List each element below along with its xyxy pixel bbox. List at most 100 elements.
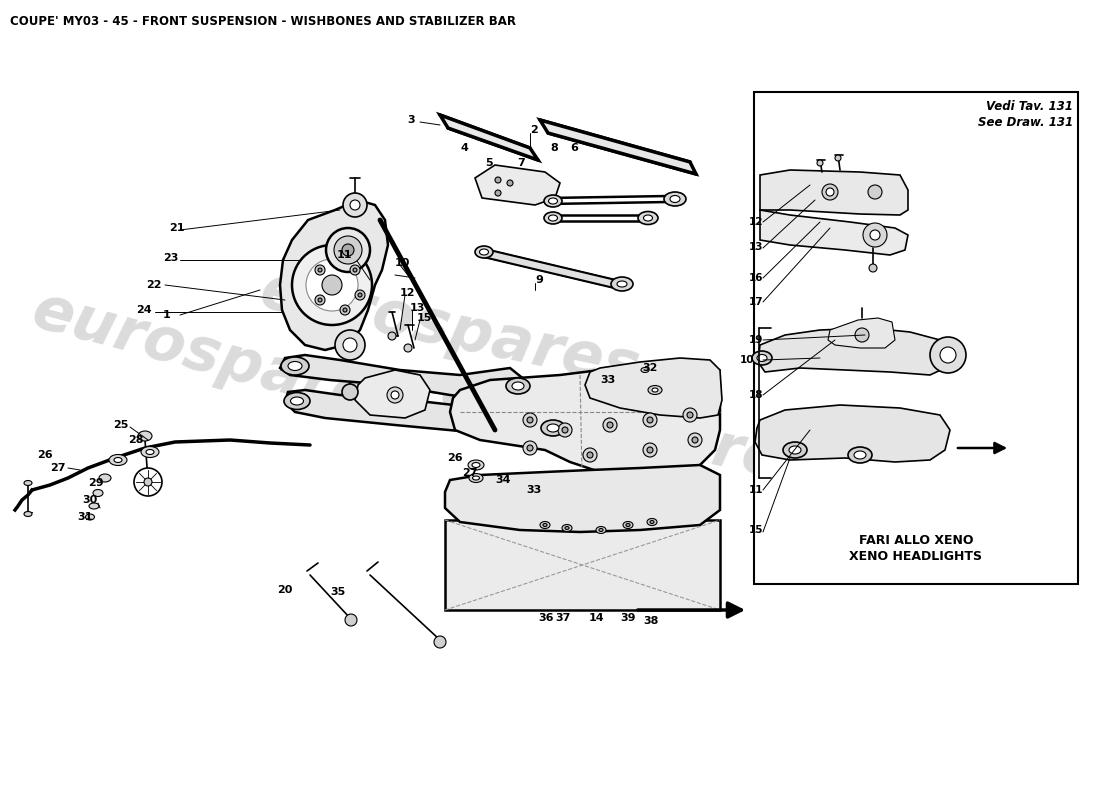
Circle shape (583, 448, 597, 462)
Text: 14: 14 (588, 613, 604, 623)
Bar (754, 92, 1078, 584)
Ellipse shape (783, 442, 807, 458)
Circle shape (334, 236, 362, 264)
Text: 6: 6 (570, 143, 578, 153)
Polygon shape (755, 405, 950, 462)
Polygon shape (285, 390, 560, 440)
Circle shape (340, 305, 350, 315)
Text: See Draw. 131: See Draw. 131 (978, 116, 1072, 129)
Text: 13: 13 (410, 303, 426, 313)
Circle shape (644, 443, 657, 457)
Ellipse shape (854, 451, 866, 459)
Circle shape (603, 418, 617, 432)
Circle shape (688, 412, 693, 418)
Circle shape (345, 614, 358, 626)
Ellipse shape (664, 192, 686, 206)
Circle shape (343, 308, 346, 312)
Ellipse shape (109, 454, 126, 466)
Circle shape (562, 427, 568, 433)
Circle shape (688, 433, 702, 447)
Text: 21: 21 (169, 223, 185, 233)
Text: 18: 18 (748, 390, 763, 400)
Circle shape (342, 384, 358, 400)
Circle shape (318, 298, 322, 302)
Ellipse shape (284, 393, 310, 410)
Text: eurospares: eurospares (434, 361, 825, 499)
Circle shape (527, 417, 534, 423)
Ellipse shape (648, 386, 662, 394)
Ellipse shape (468, 460, 484, 470)
Circle shape (835, 155, 842, 161)
Circle shape (350, 265, 360, 275)
Circle shape (522, 413, 537, 427)
Text: 31: 31 (78, 512, 94, 522)
Text: 23: 23 (163, 253, 178, 263)
Circle shape (336, 330, 365, 360)
Text: 28: 28 (129, 435, 144, 445)
Ellipse shape (565, 526, 569, 530)
Polygon shape (446, 520, 720, 610)
Ellipse shape (650, 521, 654, 523)
Ellipse shape (506, 378, 530, 394)
Ellipse shape (24, 511, 32, 517)
Polygon shape (446, 465, 720, 532)
Polygon shape (440, 115, 538, 160)
Text: 19: 19 (749, 335, 763, 345)
Ellipse shape (670, 195, 680, 202)
Circle shape (322, 275, 342, 295)
Ellipse shape (562, 525, 572, 531)
Polygon shape (280, 200, 388, 350)
Text: 39: 39 (620, 613, 636, 623)
Ellipse shape (623, 522, 632, 529)
Text: 4: 4 (460, 143, 467, 153)
Text: 1: 1 (163, 310, 170, 320)
Text: 35: 35 (330, 587, 345, 597)
Circle shape (864, 223, 887, 247)
Circle shape (647, 417, 653, 423)
Circle shape (343, 338, 358, 352)
Ellipse shape (89, 503, 99, 509)
Polygon shape (450, 368, 720, 478)
Ellipse shape (543, 523, 547, 526)
Ellipse shape (638, 211, 658, 225)
Ellipse shape (544, 212, 562, 224)
Text: 24: 24 (136, 305, 152, 315)
Polygon shape (355, 370, 430, 418)
Circle shape (134, 468, 162, 496)
Polygon shape (480, 248, 615, 288)
Ellipse shape (288, 362, 302, 370)
Ellipse shape (473, 476, 480, 480)
Circle shape (522, 441, 537, 455)
Text: 11: 11 (748, 485, 763, 495)
Ellipse shape (600, 529, 603, 531)
Circle shape (495, 190, 500, 196)
Text: 34: 34 (495, 475, 512, 485)
Circle shape (817, 160, 823, 166)
Text: 11: 11 (337, 250, 352, 260)
Text: 25: 25 (112, 420, 128, 430)
Circle shape (342, 244, 354, 256)
Ellipse shape (469, 474, 483, 482)
Text: FARI ALLO XENO: FARI ALLO XENO (858, 534, 974, 547)
Ellipse shape (544, 195, 562, 207)
Circle shape (350, 200, 360, 210)
Text: COUPE' MY03 - 45 - FRONT SUSPENSION - WISHBONES AND STABILIZER BAR: COUPE' MY03 - 45 - FRONT SUSPENSION - WI… (10, 15, 516, 28)
Text: 22: 22 (146, 280, 162, 290)
Ellipse shape (480, 249, 488, 255)
Ellipse shape (757, 354, 767, 362)
Text: 27: 27 (51, 463, 66, 473)
Circle shape (292, 245, 372, 325)
Text: 9: 9 (535, 275, 543, 285)
Ellipse shape (647, 518, 657, 526)
Text: XENO HEADLIGHTS: XENO HEADLIGHTS (849, 550, 982, 563)
Circle shape (587, 452, 593, 458)
Circle shape (404, 344, 412, 352)
Text: 20: 20 (277, 585, 293, 595)
Circle shape (315, 265, 324, 275)
Text: 8: 8 (550, 143, 558, 153)
Ellipse shape (549, 215, 558, 221)
Circle shape (683, 408, 697, 422)
Text: 12: 12 (400, 288, 416, 298)
Circle shape (870, 230, 880, 240)
Circle shape (647, 447, 653, 453)
